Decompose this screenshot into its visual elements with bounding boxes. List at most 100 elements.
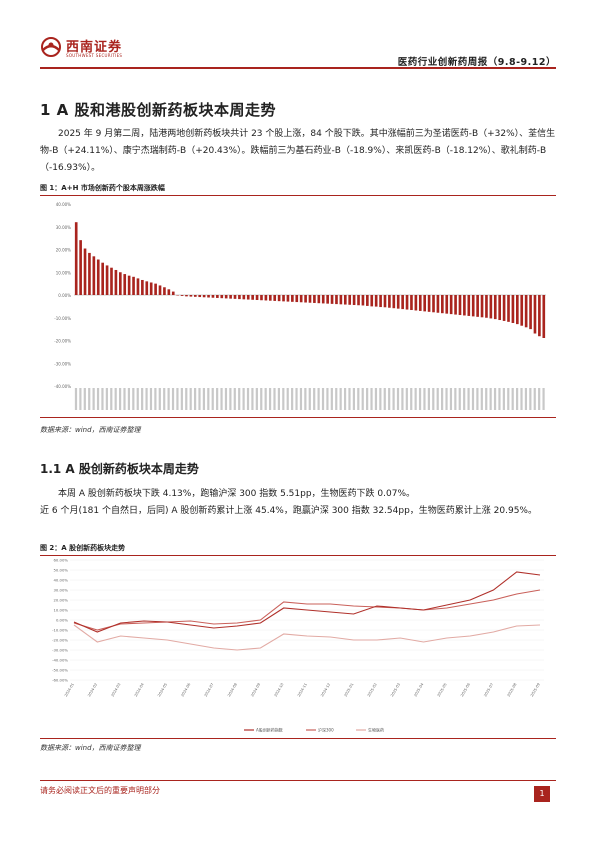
x-tick-label [123,388,126,410]
x-tick-label: 2024-03 [110,683,121,698]
x-tick-label: 2025-06 [460,682,471,698]
bar [352,295,356,306]
x-tick-label [251,388,254,410]
bar [529,295,532,330]
x-tick-label [313,388,316,410]
y-tick-label: -10.00% [54,316,71,321]
bar [471,295,475,317]
bar [158,285,162,295]
bar [105,265,109,295]
x-tick-label [348,388,351,410]
x-tick-label [454,388,457,410]
bar [233,295,237,299]
bar [396,295,400,309]
bar [516,295,519,325]
y-tick-label: 10.00% [56,270,71,275]
y-tick-label: 0.00% [58,293,71,298]
logo-subtitle: SOUTHWEST SECURITIES [66,53,123,58]
bar [277,295,281,302]
bar [321,295,325,304]
x-tick-label [352,388,355,410]
x-tick-label [401,388,404,410]
bar [427,295,431,312]
x-tick-label: 2024-05 [157,683,168,698]
figure1-top-rule [40,195,556,196]
x-tick-label [357,388,360,410]
x-tick-label [458,388,461,410]
bar [374,295,378,307]
x-tick-label [105,388,108,410]
x-tick-label [96,388,100,410]
x-tick-label [480,388,483,410]
x-tick-label [423,388,426,410]
y-tick-label: 50.00% [54,568,69,573]
y-tick-label: -20.00% [52,638,68,643]
bar [180,295,184,296]
x-tick-label [463,388,466,410]
x-tick-label [255,388,258,410]
bar [114,269,118,295]
y-tick-label: 10.00% [54,608,69,613]
y-tick-label: -50.00% [52,668,68,673]
x-tick-label [286,388,289,410]
page-number: 1 [534,786,550,802]
bar [520,295,524,326]
x-tick-label [260,388,263,410]
bar [502,295,506,321]
subsection-line-2: 近 6 个月(181 个自然日，后同) A 股创新药累计上涨 45.4%，跑赢沪… [40,506,537,516]
header-divider [40,67,556,69]
bar [83,248,87,295]
x-tick-label [127,388,131,410]
x-tick-label [432,388,435,410]
x-tick-label [538,388,541,410]
bar [154,283,157,295]
x-tick-label [176,388,179,410]
bar [74,222,78,295]
x-tick-label [101,388,104,410]
x-tick-label [207,388,210,410]
series-line [73,571,541,633]
legend-label: 生物医药 [368,727,384,733]
bar [392,295,396,309]
x-tick-label [295,388,298,410]
x-tick-label [246,388,250,410]
bar [538,295,541,337]
bar [357,295,360,306]
x-tick-label [493,388,497,410]
y-tick-label: -40.00% [54,384,71,389]
bar [295,295,299,303]
figure2-bottom-rule [40,738,556,739]
x-tick-label [216,388,219,410]
bar [251,295,254,300]
x-tick-label: 2025-01 [343,683,354,698]
bar [141,279,144,295]
bar [449,295,453,315]
bar [410,295,413,311]
y-tick-label: 40.00% [56,202,71,207]
bar [260,295,263,301]
x-tick-label: 2024-07 [204,683,215,698]
bar [330,295,334,304]
x-tick-label [92,388,95,410]
bar [149,282,153,295]
x-tick-label [524,388,528,410]
bar [542,295,546,338]
x-tick-label [233,388,236,410]
y-tick-label: 60.00% [54,558,69,563]
x-tick-label [410,388,413,410]
bar [88,252,91,295]
x-tick-label [392,388,395,410]
bar [132,276,135,295]
y-tick-label: 30.00% [54,588,69,593]
bar [216,295,219,298]
x-tick-label [516,388,519,410]
bar [145,281,149,295]
figure2-top-rule [40,555,556,556]
x-tick-label [198,388,201,410]
bar [268,295,272,301]
figure1-bar-chart: 40.00% 30.00% 20.00% 10.00% 0.00% -10.00% -20.… [54,202,546,410]
y-tick-label: -20.00% [54,339,71,344]
bar [167,289,171,295]
bar [379,295,382,308]
x-tick-label [308,388,311,410]
